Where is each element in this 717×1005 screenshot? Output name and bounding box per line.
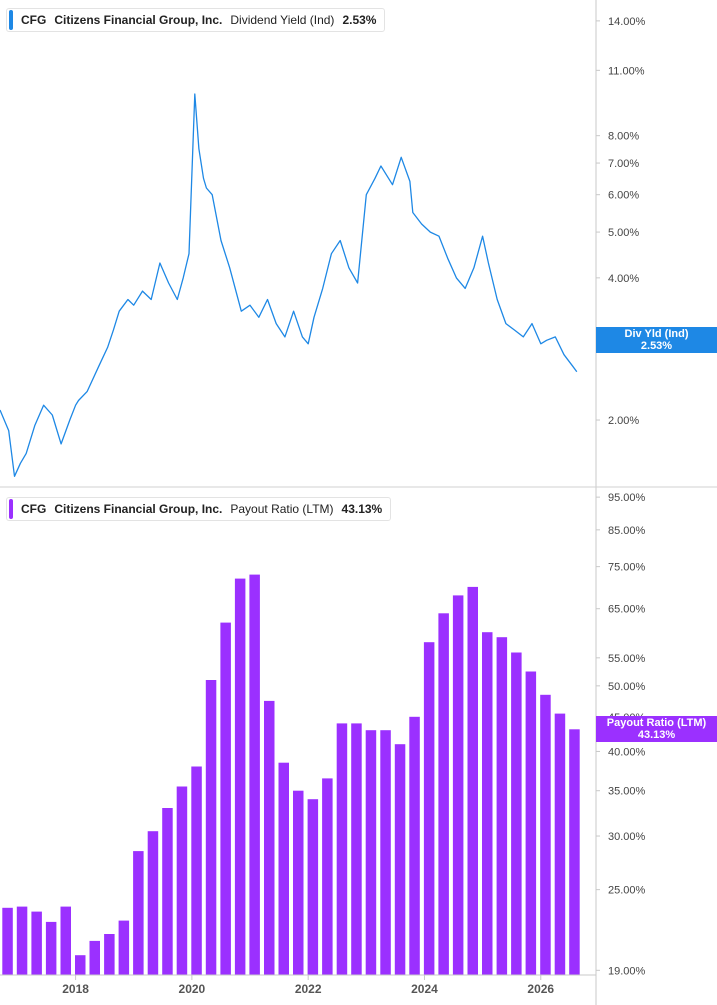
payout-bar <box>554 713 566 975</box>
x-tick-label: 2024 <box>411 982 438 996</box>
payout-legend: CFG Citizens Financial Group, Inc. Payou… <box>6 497 392 521</box>
yield-tick-label: 5.00% <box>608 227 639 239</box>
payout-bar <box>75 955 86 975</box>
legend-value: 2.53% <box>342 13 377 27</box>
payout-bar <box>409 716 420 975</box>
payout-bar <box>467 586 478 975</box>
payout-tick-label: 65.00% <box>608 604 646 616</box>
payout-bar <box>249 574 260 975</box>
legend-ticker: CFG <box>21 13 47 27</box>
payout-tag-label: Payout Ratio (LTM) <box>606 717 707 729</box>
payout-bar <box>60 906 71 975</box>
legend-metric: Payout Ratio (LTM) <box>230 502 334 516</box>
payout-bar <box>293 790 304 975</box>
legend-company: Citizens Financial Group, Inc. <box>54 502 223 516</box>
x-axis: 2018 2020 2022 2024 2026 <box>62 975 554 996</box>
payout-bar <box>133 851 144 975</box>
payout-bar <box>16 906 28 975</box>
payout-bar <box>264 700 275 975</box>
legend-ticker: CFG <box>21 502 47 516</box>
payout-tick-label: 55.00% <box>608 653 646 665</box>
payout-tick-label: 25.00% <box>608 885 646 897</box>
payout-plot <box>2 574 580 975</box>
payout-bar <box>162 808 173 975</box>
legend-value: 43.13% <box>341 502 383 516</box>
payout-bar <box>278 762 289 975</box>
x-tick-label: 2022 <box>295 982 322 996</box>
yield-legend-swatch <box>9 10 13 30</box>
payout-bar <box>365 730 377 975</box>
payout-bar <box>147 831 159 975</box>
payout-value-tag: Payout Ratio (LTM) 43.13% <box>596 716 717 742</box>
yield-axis: 14.00%11.00%8.00%7.00%6.00%5.00%4.00%3.0… <box>596 16 646 427</box>
payout-bar <box>511 652 522 975</box>
payout-bar <box>540 694 551 975</box>
payout-tick-label: 95.00% <box>608 492 646 504</box>
payout-bar <box>423 642 435 975</box>
payout-axis: 95.00%85.00%75.00%65.00%55.00%50.00%45.0… <box>596 492 646 977</box>
payout-bar <box>525 671 537 975</box>
payout-legend-swatch <box>9 499 13 519</box>
payout-bar <box>31 911 42 975</box>
payout-bar <box>176 786 188 975</box>
payout-bar <box>380 730 391 975</box>
yield-tag-value: 2.53% <box>640 340 673 352</box>
payout-bar <box>336 723 348 975</box>
payout-bar <box>2 907 13 975</box>
yield-tick-label: 7.00% <box>608 158 639 170</box>
payout-tick-label: 40.00% <box>608 746 646 758</box>
payout-bar <box>220 622 231 975</box>
payout-tick-label: 19.00% <box>608 965 646 977</box>
yield-tick-label: 6.00% <box>608 190 639 202</box>
yield-tick-label: 4.00% <box>608 273 639 285</box>
payout-tick-label: 35.00% <box>608 786 646 798</box>
x-tick-label: 2018 <box>62 982 89 996</box>
payout-bar <box>569 729 580 975</box>
payout-tick-label: 50.00% <box>608 681 646 693</box>
payout-bar <box>191 766 202 975</box>
yield-tag-label: Div Yld (Ind) <box>624 328 689 340</box>
yield-value-tag: Div Yld (Ind) 2.53% <box>596 327 717 353</box>
payout-bar <box>438 613 449 975</box>
yield-line <box>0 93 578 477</box>
payout-bar <box>104 934 115 975</box>
x-tick-label: 2026 <box>527 982 554 996</box>
yield-tick-label: 11.00% <box>608 65 645 77</box>
payout-bar <box>307 799 319 975</box>
yield-tick-label: 14.00% <box>608 16 646 28</box>
yield-legend: CFG Citizens Financial Group, Inc. Divid… <box>6 8 386 32</box>
payout-tick-label: 30.00% <box>608 831 646 843</box>
legend-metric: Dividend Yield (Ind) <box>230 13 335 27</box>
payout-bar <box>496 637 508 975</box>
payout-bar <box>452 595 464 975</box>
x-tick-label: 2020 <box>179 982 206 996</box>
payout-bar <box>45 921 57 975</box>
yield-tick-label: 8.00% <box>608 131 639 143</box>
payout-bar <box>89 940 100 975</box>
payout-bar <box>482 632 493 975</box>
payout-bar <box>394 744 406 975</box>
payout-bar <box>322 778 333 975</box>
payout-bar <box>351 723 362 975</box>
payout-bar <box>234 578 246 975</box>
payout-bar <box>205 680 217 975</box>
payout-tag-value: 43.13% <box>637 729 676 741</box>
payout-bar <box>118 920 130 975</box>
legend-company: Citizens Financial Group, Inc. <box>54 13 223 27</box>
payout-tick-label: 85.00% <box>608 525 646 537</box>
yield-plot <box>0 93 578 477</box>
yield-tick-label: 2.00% <box>608 415 639 427</box>
payout-tick-label: 75.00% <box>608 562 646 574</box>
